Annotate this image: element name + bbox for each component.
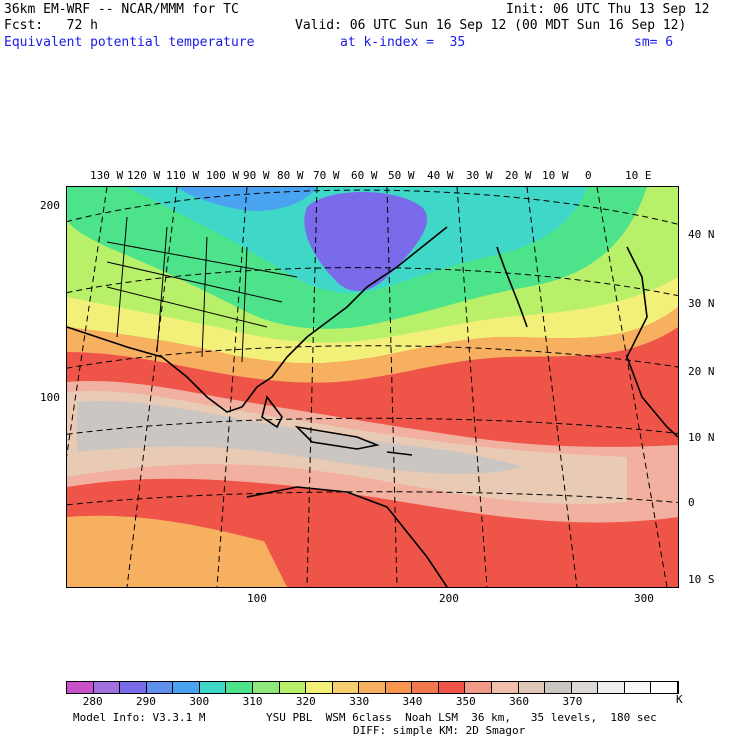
longitude-label: 60 W xyxy=(351,169,378,182)
field-south-red xyxy=(247,505,517,587)
color-swatch xyxy=(412,682,439,693)
longitude-label: 70 W xyxy=(313,169,340,182)
color-swatch xyxy=(359,682,386,693)
color-swatch xyxy=(518,682,546,693)
longitude-label: 10 E xyxy=(625,169,652,182)
field-grey xyxy=(77,401,522,474)
graticule xyxy=(67,187,678,587)
color-swatch xyxy=(438,682,466,693)
grid-y-label: 200 xyxy=(40,199,60,212)
latitude-label: 10 N xyxy=(688,431,715,444)
longitude-label: 110 W xyxy=(166,169,200,182)
color-swatch xyxy=(279,682,307,693)
longitude-label: 50 W xyxy=(388,169,415,182)
color-swatch xyxy=(199,682,227,693)
map-panel xyxy=(66,186,679,588)
color-swatch xyxy=(571,682,599,693)
color-bar-label: 310 xyxy=(242,695,263,708)
color-bar-label: 360 xyxy=(509,695,530,708)
longitude-label: 100 W xyxy=(206,169,240,182)
longitude-label: 0 xyxy=(585,169,592,182)
theta-e-map xyxy=(67,187,678,587)
color-swatch xyxy=(252,682,280,693)
field-orange xyxy=(67,307,678,383)
color-swatch xyxy=(120,682,147,693)
smoothing-label: sm= 6 xyxy=(634,35,674,50)
latitude-label: 0 xyxy=(688,496,695,509)
forecast-hour: Fcst: 72 h xyxy=(4,18,98,33)
grid-x-label: 100 xyxy=(247,592,267,605)
longitude-label: 120 W xyxy=(127,169,161,182)
color-swatch xyxy=(67,682,94,693)
latitude-label: 20 N xyxy=(688,365,715,378)
physics-info: YSU PBL WSM 6class Noah LSM 36 km, 35 le… xyxy=(266,711,657,724)
field-name: Equivalent potential temperature xyxy=(4,35,255,50)
longitude-label: 40 W xyxy=(427,169,454,182)
color-swatch xyxy=(651,682,678,693)
color-swatch xyxy=(385,682,413,693)
valid-time: Valid: 06 UTC Sun 16 Sep 12 (00 MDT Sun … xyxy=(295,18,687,33)
color-swatch xyxy=(306,682,333,693)
color-bar-label: 370 xyxy=(562,695,583,708)
color-swatch xyxy=(93,682,121,693)
color-swatch xyxy=(492,682,519,693)
color-bar xyxy=(66,681,679,694)
color-swatch xyxy=(465,682,492,693)
diffusion-info: DIFF: simple KM: 2D Smagor xyxy=(353,724,526,737)
color-swatch xyxy=(624,682,652,693)
level-label: at k-index = 35 xyxy=(340,35,466,50)
grid-y-label: 100 xyxy=(40,391,60,404)
color-bar-label: 280 xyxy=(82,695,103,708)
color-swatch xyxy=(173,682,200,693)
color-bar-label: 330 xyxy=(349,695,370,708)
political-borders xyxy=(106,216,298,363)
color-bar-label: 340 xyxy=(402,695,423,708)
latitude-label: 40 N xyxy=(688,228,715,241)
init-time: Init: 06 UTC Thu 13 Sep 12 xyxy=(506,2,710,17)
color-bar-label: 350 xyxy=(455,695,476,708)
color-bar-unit: K xyxy=(676,693,683,706)
color-swatch xyxy=(146,682,174,693)
color-swatch xyxy=(545,682,572,693)
grid-x-label: 300 xyxy=(634,592,654,605)
latitude-label: 10 S xyxy=(688,573,715,586)
longitude-label: 10 W xyxy=(542,169,569,182)
longitude-label: 130 W xyxy=(90,169,124,182)
longitude-label: 80 W xyxy=(277,169,304,182)
color-swatch xyxy=(598,682,625,693)
model-title: 36km EM-WRF -- NCAR/MMM for TC xyxy=(4,2,239,17)
color-swatch xyxy=(332,682,360,693)
latitude-label: 30 N xyxy=(688,297,715,310)
field-blue xyxy=(177,187,317,211)
color-swatch xyxy=(226,682,253,693)
color-bar-label: 300 xyxy=(189,695,210,708)
model-info: Model Info: V3.3.1 M xyxy=(73,711,206,724)
color-bar-label: 290 xyxy=(136,695,156,708)
longitude-label: 30 W xyxy=(466,169,493,182)
longitude-label: 90 W xyxy=(243,169,270,182)
coastlines xyxy=(67,226,678,587)
field-cold-pool xyxy=(304,192,428,292)
color-bar-label: 320 xyxy=(295,695,316,708)
grid-x-label: 200 xyxy=(439,592,459,605)
longitude-label: 20 W xyxy=(505,169,532,182)
